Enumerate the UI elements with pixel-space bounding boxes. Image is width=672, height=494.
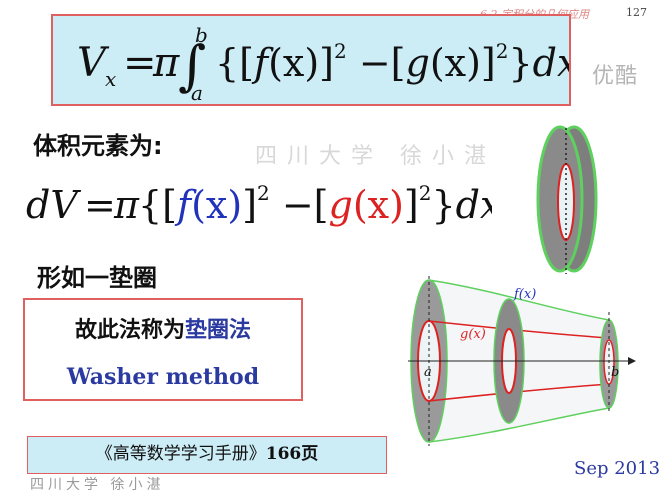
label-f: f(x)	[513, 287, 536, 302]
reference-book: 《高等数学学习手册》	[95, 444, 266, 464]
label-a: a	[424, 365, 432, 380]
integral-sign: ∫	[178, 34, 206, 97]
washer-illustration	[536, 125, 598, 274]
reference-page: 166页	[265, 444, 319, 464]
reference-box: 《高等数学学习手册》166页	[27, 436, 387, 474]
volume-element-heading: 体积元素为:	[33, 132, 163, 160]
dv-body: {[f(x)]2 −[g(x)]2}dx	[138, 181, 492, 227]
page-number: 127	[626, 6, 647, 19]
integral-lower: a	[191, 81, 203, 104]
solid-of-revolution: f(x) g(x) a b	[408, 276, 636, 446]
method-box: 故此法称为垫圈法 Washer method	[23, 298, 303, 401]
formula-lhs: V	[77, 40, 110, 86]
method-prefix: 故此法称为	[74, 318, 185, 343]
x-axis-arrow	[628, 357, 636, 365]
method-name-cn: 垫圈法	[185, 318, 252, 343]
method-name-en: Washer method	[66, 364, 260, 390]
formula-pi: π	[152, 40, 180, 86]
dv-pi: π	[113, 183, 140, 227]
formula-equals: =	[123, 40, 157, 86]
outer-curve-top	[428, 279, 610, 321]
formula-lhs-sub: x	[105, 67, 116, 91]
label-b: b	[611, 365, 619, 380]
dv-equals: =	[84, 183, 116, 227]
bottom-watermark: 四川大学 徐小湛	[30, 477, 165, 493]
main-formula-box: V x = π ∫ b a {[f(x)]2 −[g(x)]2}dx	[51, 14, 571, 106]
volume-element-formula: dV = π {[f(x)]2 −[g(x)]2}dx	[26, 181, 492, 227]
formula-body: {[f(x)]2 −[g(x)]2}dx	[215, 39, 569, 85]
dv-lhs: dV	[26, 183, 81, 227]
university-watermark: 四川大学 徐小湛	[255, 144, 496, 169]
outer-curve-bottom	[428, 407, 610, 443]
main-formula: V x = π ∫ b a {[f(x)]2 −[g(x)]2}dx	[77, 23, 569, 104]
youku-logo-watermark: 优酷	[592, 64, 639, 89]
slide-date: Sep 2013	[574, 458, 661, 479]
integral-upper: b	[195, 23, 208, 47]
label-g: g(x)	[460, 327, 486, 342]
method-cn-line: 故此法称为垫圈法	[25, 312, 301, 344]
shape-label: 形如一垫圈	[37, 264, 157, 292]
